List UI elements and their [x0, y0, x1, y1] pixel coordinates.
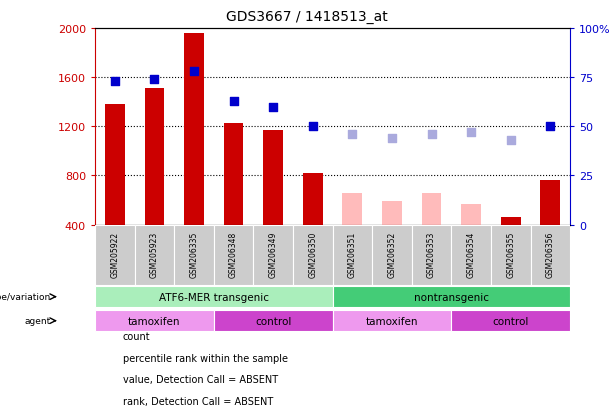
Text: GSM206335: GSM206335 [189, 231, 199, 277]
Bar [461, 204, 481, 225]
Point [348, 131, 357, 138]
Bar [105, 105, 124, 225]
Text: rank, Detection Call = ABSENT: rank, Detection Call = ABSENT [123, 396, 273, 406]
Text: percentile rank within the sample: percentile rank within the sample [123, 353, 287, 363]
Text: agent: agent [25, 316, 51, 325]
Bar [501, 218, 520, 225]
Bar [224, 123, 243, 225]
Point [466, 130, 476, 136]
Bar [95, 225, 135, 285]
Text: control: control [492, 316, 529, 326]
Point [427, 131, 436, 138]
Bar [95, 286, 333, 308]
Point [387, 135, 397, 142]
Text: GSM206348: GSM206348 [229, 231, 238, 277]
Bar [422, 193, 441, 225]
Bar [491, 225, 530, 285]
Text: nontransgenic: nontransgenic [414, 292, 489, 302]
Bar [174, 225, 214, 285]
Text: GSM206349: GSM206349 [268, 231, 278, 277]
Text: GSM206350: GSM206350 [308, 231, 318, 277]
Text: GSM205922: GSM205922 [110, 231, 120, 277]
Bar [333, 310, 451, 332]
Bar [263, 131, 283, 225]
Point [546, 124, 555, 131]
Bar [95, 310, 214, 332]
Text: GSM206355: GSM206355 [506, 231, 515, 277]
Bar [343, 193, 362, 225]
Text: GSM205923: GSM205923 [150, 231, 159, 277]
Text: control: control [255, 316, 291, 326]
Text: GSM206351: GSM206351 [348, 231, 357, 277]
Bar [135, 225, 174, 285]
Text: GSM206353: GSM206353 [427, 231, 436, 277]
Text: tamoxifen: tamoxifen [366, 316, 418, 326]
Text: tamoxifen: tamoxifen [128, 316, 181, 326]
Point [506, 138, 516, 144]
Text: GSM206354: GSM206354 [466, 231, 476, 277]
Bar [333, 225, 372, 285]
Point [268, 104, 278, 111]
Text: genotype/variation: genotype/variation [0, 292, 51, 301]
Bar [333, 286, 570, 308]
Text: GSM206356: GSM206356 [546, 231, 555, 277]
Text: count: count [123, 331, 150, 341]
Bar [412, 225, 451, 285]
Point [110, 78, 120, 85]
Bar [145, 89, 164, 225]
Bar [293, 225, 333, 285]
Bar [372, 225, 412, 285]
Bar [214, 310, 333, 332]
Point [189, 69, 199, 75]
Text: ATF6-MER transgenic: ATF6-MER transgenic [159, 292, 268, 302]
Bar [253, 225, 293, 285]
Bar [541, 181, 560, 225]
Bar [184, 34, 204, 225]
Bar [451, 225, 491, 285]
Bar [451, 310, 570, 332]
Point [229, 98, 238, 105]
Bar [303, 173, 322, 225]
Text: GSM206352: GSM206352 [387, 231, 397, 277]
Bar [530, 225, 570, 285]
Bar [214, 225, 253, 285]
Text: GDS3667 / 1418513_at: GDS3667 / 1418513_at [226, 10, 387, 24]
Point [308, 124, 318, 131]
Text: value, Detection Call = ABSENT: value, Detection Call = ABSENT [123, 374, 278, 384]
Bar [382, 202, 402, 225]
Point [150, 77, 159, 83]
